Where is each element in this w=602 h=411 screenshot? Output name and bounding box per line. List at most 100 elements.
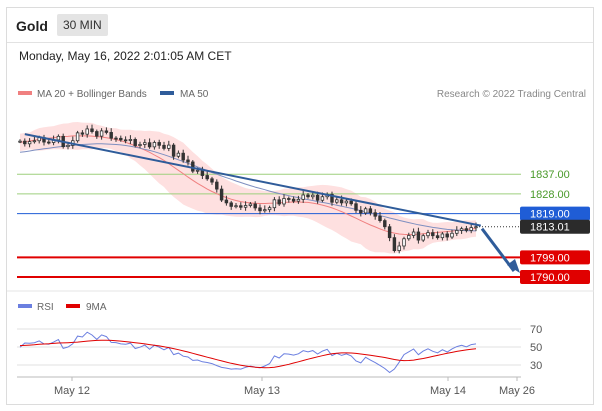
ma50-line <box>19 143 477 232</box>
candle-body <box>104 130 109 133</box>
candle-body <box>224 199 229 204</box>
ma20-legend-label: MA 20 + Bollinger Bands <box>37 89 147 100</box>
candle-body <box>66 144 70 148</box>
candle-body <box>99 130 104 137</box>
ma50-legend-label: MA 50 <box>180 89 209 100</box>
candle-body <box>359 209 363 214</box>
last-price-tag <box>520 219 590 234</box>
candle-body <box>119 137 123 141</box>
ma9-legend-label: 9MA <box>86 302 107 313</box>
bollinger-band <box>20 122 476 254</box>
candle-body <box>123 139 128 142</box>
resistance-label: 1828.00 <box>530 189 570 201</box>
rsi-legend-swatch <box>18 304 32 308</box>
resistance-label: 1837.00 <box>530 169 570 181</box>
ma9-legend-swatch <box>66 304 80 308</box>
candle-body <box>171 144 176 157</box>
candle-body <box>95 131 99 137</box>
support-label: 1790.00 <box>530 272 570 284</box>
candle-body <box>464 228 469 231</box>
candle-body <box>416 231 421 241</box>
candle-body <box>128 139 133 141</box>
candle-body <box>90 128 94 132</box>
candle-body <box>469 227 473 231</box>
chart-header: Gold 30 MIN <box>7 8 593 43</box>
candle-body <box>426 232 430 237</box>
support-tag <box>520 270 590 285</box>
rsi-panel: 70 50 30 <box>17 324 542 374</box>
candle-body <box>373 212 377 217</box>
candle-body <box>397 245 401 251</box>
rsi-legend-label: RSI <box>37 302 54 313</box>
candle-body <box>85 128 89 135</box>
candle-body <box>291 198 296 202</box>
candle-body <box>263 209 267 212</box>
candle-body <box>32 140 37 143</box>
candle-body <box>277 199 281 205</box>
time-tick-label: May 12 <box>54 385 90 397</box>
time-tick-label: May 13 <box>244 385 280 397</box>
rsi-tick-label: 50 <box>530 342 542 354</box>
timeframe-selector[interactable]: 30 MIN <box>57 14 108 36</box>
candle-body <box>133 139 137 146</box>
candle-body <box>296 198 301 202</box>
candle-body <box>147 142 152 148</box>
candle-body <box>191 161 195 172</box>
candle-body <box>335 199 339 203</box>
candle-body <box>320 196 325 201</box>
chart-datetime: Monday, May 16, 2022 2:01:05 AM CET <box>19 49 232 63</box>
candle-body <box>272 199 277 209</box>
candle-body <box>215 181 219 190</box>
candle-body <box>339 199 344 204</box>
candle-body <box>176 152 181 157</box>
candle-body <box>243 205 248 208</box>
rsi-tick-label: 70 <box>530 324 542 336</box>
candle-body <box>363 208 368 214</box>
candle-body <box>143 142 147 145</box>
candle-body <box>455 230 459 234</box>
forecast-arrow-head <box>507 259 520 274</box>
candle-body <box>109 132 113 139</box>
candle-body <box>431 232 435 237</box>
candle-body <box>301 194 305 200</box>
candle-body <box>138 144 142 146</box>
candle-body <box>474 226 478 229</box>
candle-body <box>23 140 27 145</box>
rsi-ma-line <box>19 339 477 369</box>
candle-body <box>205 175 209 180</box>
candle-body <box>330 193 334 203</box>
candle-body <box>306 194 310 198</box>
candle-body <box>167 144 171 149</box>
candle-body <box>440 233 445 239</box>
candle-body <box>75 132 80 142</box>
candle-body <box>181 152 185 161</box>
candle-body <box>248 203 253 206</box>
candle-body <box>383 220 387 228</box>
candle-body <box>402 238 406 247</box>
candle-body <box>162 144 166 149</box>
candle-body <box>368 208 373 214</box>
candle-body <box>27 141 32 145</box>
time-tick-label: May 26 <box>499 385 535 397</box>
candle-body <box>195 169 200 172</box>
candle-body <box>56 135 61 141</box>
candle-body <box>186 159 190 163</box>
rsi-tick-label: 30 <box>530 360 542 372</box>
support-tag <box>520 250 590 265</box>
candle-body <box>267 207 272 211</box>
credit-label: Research © 2022 Trading Central <box>437 89 586 100</box>
time-axis: May 12 May 13 May 14 May 26 <box>54 377 535 397</box>
candle-body <box>80 132 85 135</box>
candle-body <box>253 203 257 209</box>
candle-body <box>157 142 161 146</box>
candle-body <box>445 233 449 238</box>
pivot-label: 1819.00 <box>530 209 570 221</box>
candle-body <box>344 200 349 204</box>
time-tick-label: May 14 <box>430 385 466 397</box>
candle-body <box>349 200 353 205</box>
trendline <box>24 133 481 227</box>
candle-body <box>387 226 392 239</box>
candle-body <box>435 235 440 239</box>
